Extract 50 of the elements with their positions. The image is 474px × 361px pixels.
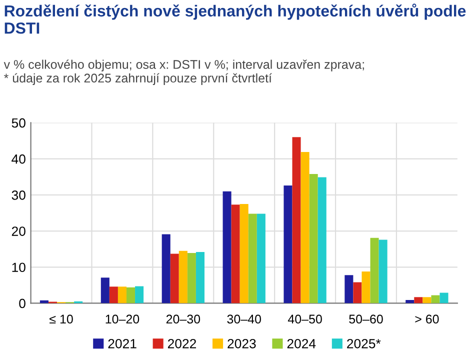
legend-label: 2022	[168, 338, 196, 348]
x-tick-label: > 60	[415, 314, 439, 324]
bar	[178, 250, 188, 304]
bar	[414, 297, 423, 304]
bar	[231, 204, 240, 304]
bar	[431, 295, 440, 304]
bar	[362, 271, 370, 304]
x-tick-label: 30–40	[227, 314, 262, 324]
bar	[422, 297, 432, 304]
bar	[284, 186, 292, 304]
y-tick-label: 0	[19, 298, 26, 308]
y-tick-label: 50	[12, 118, 26, 128]
legend-label: 2024	[287, 338, 316, 348]
x-tick-label: ≤ 10	[50, 314, 73, 324]
bar	[109, 286, 118, 304]
bar	[292, 137, 301, 304]
y-tick-label: 20	[12, 226, 26, 236]
bar	[353, 282, 362, 304]
bar	[318, 177, 326, 304]
bar	[240, 204, 248, 304]
chart-subtitle: v % celkového objemu; osa x: DSTI v %; interval uzavřen zprava; * údaje za rok 2025 zahrnují pouze první čtvrtletí	[4, 60, 364, 86]
y-tick-label: 40	[12, 154, 26, 164]
bar	[406, 300, 414, 304]
x-tick-label: 20–30	[166, 314, 200, 324]
bar	[300, 152, 310, 304]
bar	[170, 254, 179, 304]
bar	[440, 292, 448, 304]
bar	[135, 286, 144, 304]
bar	[162, 234, 170, 304]
bar	[370, 238, 379, 304]
legend-label: 2025*	[347, 338, 381, 348]
bar	[309, 174, 318, 304]
x-tick-label: 50–60	[349, 314, 383, 324]
bar	[378, 240, 388, 304]
bar	[256, 214, 266, 304]
chart-title: Rozdělení čistých nově sjednaných hypotečních úvěrů podle DSTI	[4, 4, 466, 34]
y-tick-label: 30	[12, 190, 26, 200]
bar	[196, 252, 204, 304]
bar	[344, 275, 354, 304]
x-tick-label: 10–20	[106, 314, 140, 324]
x-tick-label: 40–50	[288, 314, 322, 324]
bar	[126, 287, 136, 304]
bar	[100, 278, 110, 304]
legend-label: 2023	[228, 338, 256, 348]
bar	[222, 191, 232, 304]
bar	[118, 286, 126, 304]
bar	[187, 253, 196, 304]
bar	[248, 214, 257, 304]
legend-label: 2021	[108, 338, 136, 348]
y-tick-label: 10	[12, 262, 26, 272]
